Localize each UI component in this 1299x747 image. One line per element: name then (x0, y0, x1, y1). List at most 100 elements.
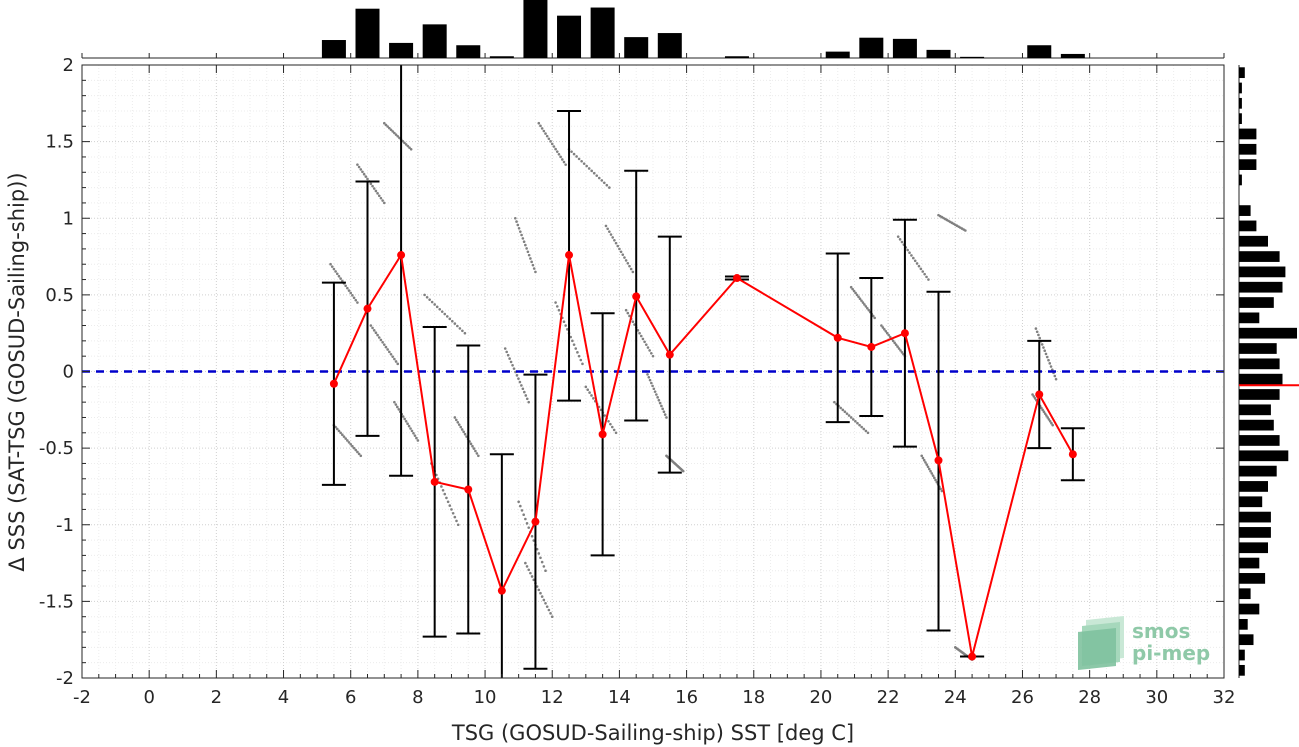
raw-point (517, 227, 521, 230)
raw-point (456, 420, 460, 424)
top-histogram-bar (422, 24, 447, 58)
right-histogram-bar (1239, 113, 1242, 125)
raw-point (614, 431, 618, 435)
raw-point (623, 256, 626, 259)
raw-point (535, 547, 539, 551)
raw-point (584, 385, 588, 389)
raw-point (388, 350, 391, 354)
raw-point (475, 452, 479, 455)
right-histogram-bar (1239, 128, 1257, 140)
raw-point (845, 412, 849, 415)
raw-point (531, 263, 535, 267)
raw-point (580, 159, 583, 163)
raw-point (860, 299, 863, 302)
raw-point (384, 123, 388, 127)
raw-point (606, 227, 609, 231)
raw-point (525, 397, 529, 401)
raw-point (435, 305, 439, 309)
right-histogram-bar (1239, 573, 1266, 584)
right-histogram-bar (1239, 327, 1297, 339)
right-histogram-bar (1239, 220, 1257, 232)
raw-point (1045, 355, 1049, 359)
raw-point (597, 176, 601, 180)
raw-point (651, 354, 655, 358)
raw-point (920, 454, 924, 458)
mean-marker (565, 251, 574, 260)
raw-point (833, 400, 836, 404)
right-histogram-bar (1239, 603, 1260, 615)
raw-point (443, 312, 447, 316)
raw-point (1035, 330, 1039, 334)
raw-point (860, 425, 863, 429)
raw-point (639, 334, 643, 338)
raw-point (534, 270, 537, 274)
raw-point (613, 238, 616, 242)
raw-point (535, 585, 539, 588)
mean-marker (598, 430, 607, 439)
raw-point (626, 261, 630, 265)
raw-point (612, 428, 616, 432)
raw-point (460, 428, 464, 431)
raw-point (438, 307, 442, 311)
raw-point (415, 436, 418, 440)
minor-grid (82, 65, 1224, 678)
raw-point (587, 167, 591, 170)
raw-point (665, 416, 668, 419)
raw-point (396, 405, 399, 409)
raw-point (927, 278, 930, 281)
raw-point (608, 186, 611, 189)
raw-point (334, 425, 337, 429)
x-tick-label: 18 (742, 687, 765, 708)
raw-point (539, 556, 542, 560)
raw-point (453, 515, 457, 519)
raw-point (511, 363, 514, 367)
raw-point (356, 450, 359, 454)
raw-point (899, 349, 902, 352)
raw-point (641, 337, 645, 341)
right-histogram-bar (1239, 251, 1280, 262)
x-tick-label: -2 (73, 687, 91, 708)
raw-point (542, 598, 546, 602)
mean-series-layer (329, 251, 1077, 661)
raw-point (855, 293, 859, 297)
right-histogram-bar (1239, 143, 1257, 155)
raw-point (519, 504, 522, 508)
raw-point (609, 422, 612, 426)
raw-point (605, 183, 609, 187)
raw-point (873, 316, 876, 320)
raw-point (1051, 423, 1054, 427)
raw-point (1043, 412, 1047, 415)
raw-point (451, 319, 454, 323)
raw-point (451, 511, 455, 515)
raw-point (564, 324, 567, 327)
raw-point (854, 291, 857, 295)
raw-point (653, 390, 657, 393)
raw-point (356, 301, 359, 304)
raw-point (443, 492, 447, 496)
raw-point (655, 393, 658, 396)
raw-point (398, 136, 401, 140)
raw-point (450, 508, 453, 511)
raw-point (456, 523, 460, 527)
x-axis-title: TSG (GOSUD-Sailing-ship) SST [deg C] (451, 721, 854, 745)
x-tick-label: 2 (211, 687, 222, 708)
raw-point (555, 150, 559, 153)
raw-point (919, 267, 923, 271)
raw-point (524, 243, 527, 247)
raw-point (435, 473, 438, 477)
x-tick-label: 12 (541, 687, 564, 708)
raw-point (456, 324, 459, 328)
top-histogram-bar (355, 8, 380, 58)
raw-point (530, 534, 534, 538)
right-histogram-bar (1239, 649, 1245, 661)
right-histogram-bar (1239, 343, 1277, 354)
raw-point (332, 267, 336, 271)
raw-point (542, 129, 546, 133)
raw-point (618, 247, 621, 251)
y-tick-label: 0 (63, 362, 74, 383)
raw-point (590, 394, 593, 397)
raw-point (527, 568, 531, 572)
raw-point (351, 294, 354, 297)
